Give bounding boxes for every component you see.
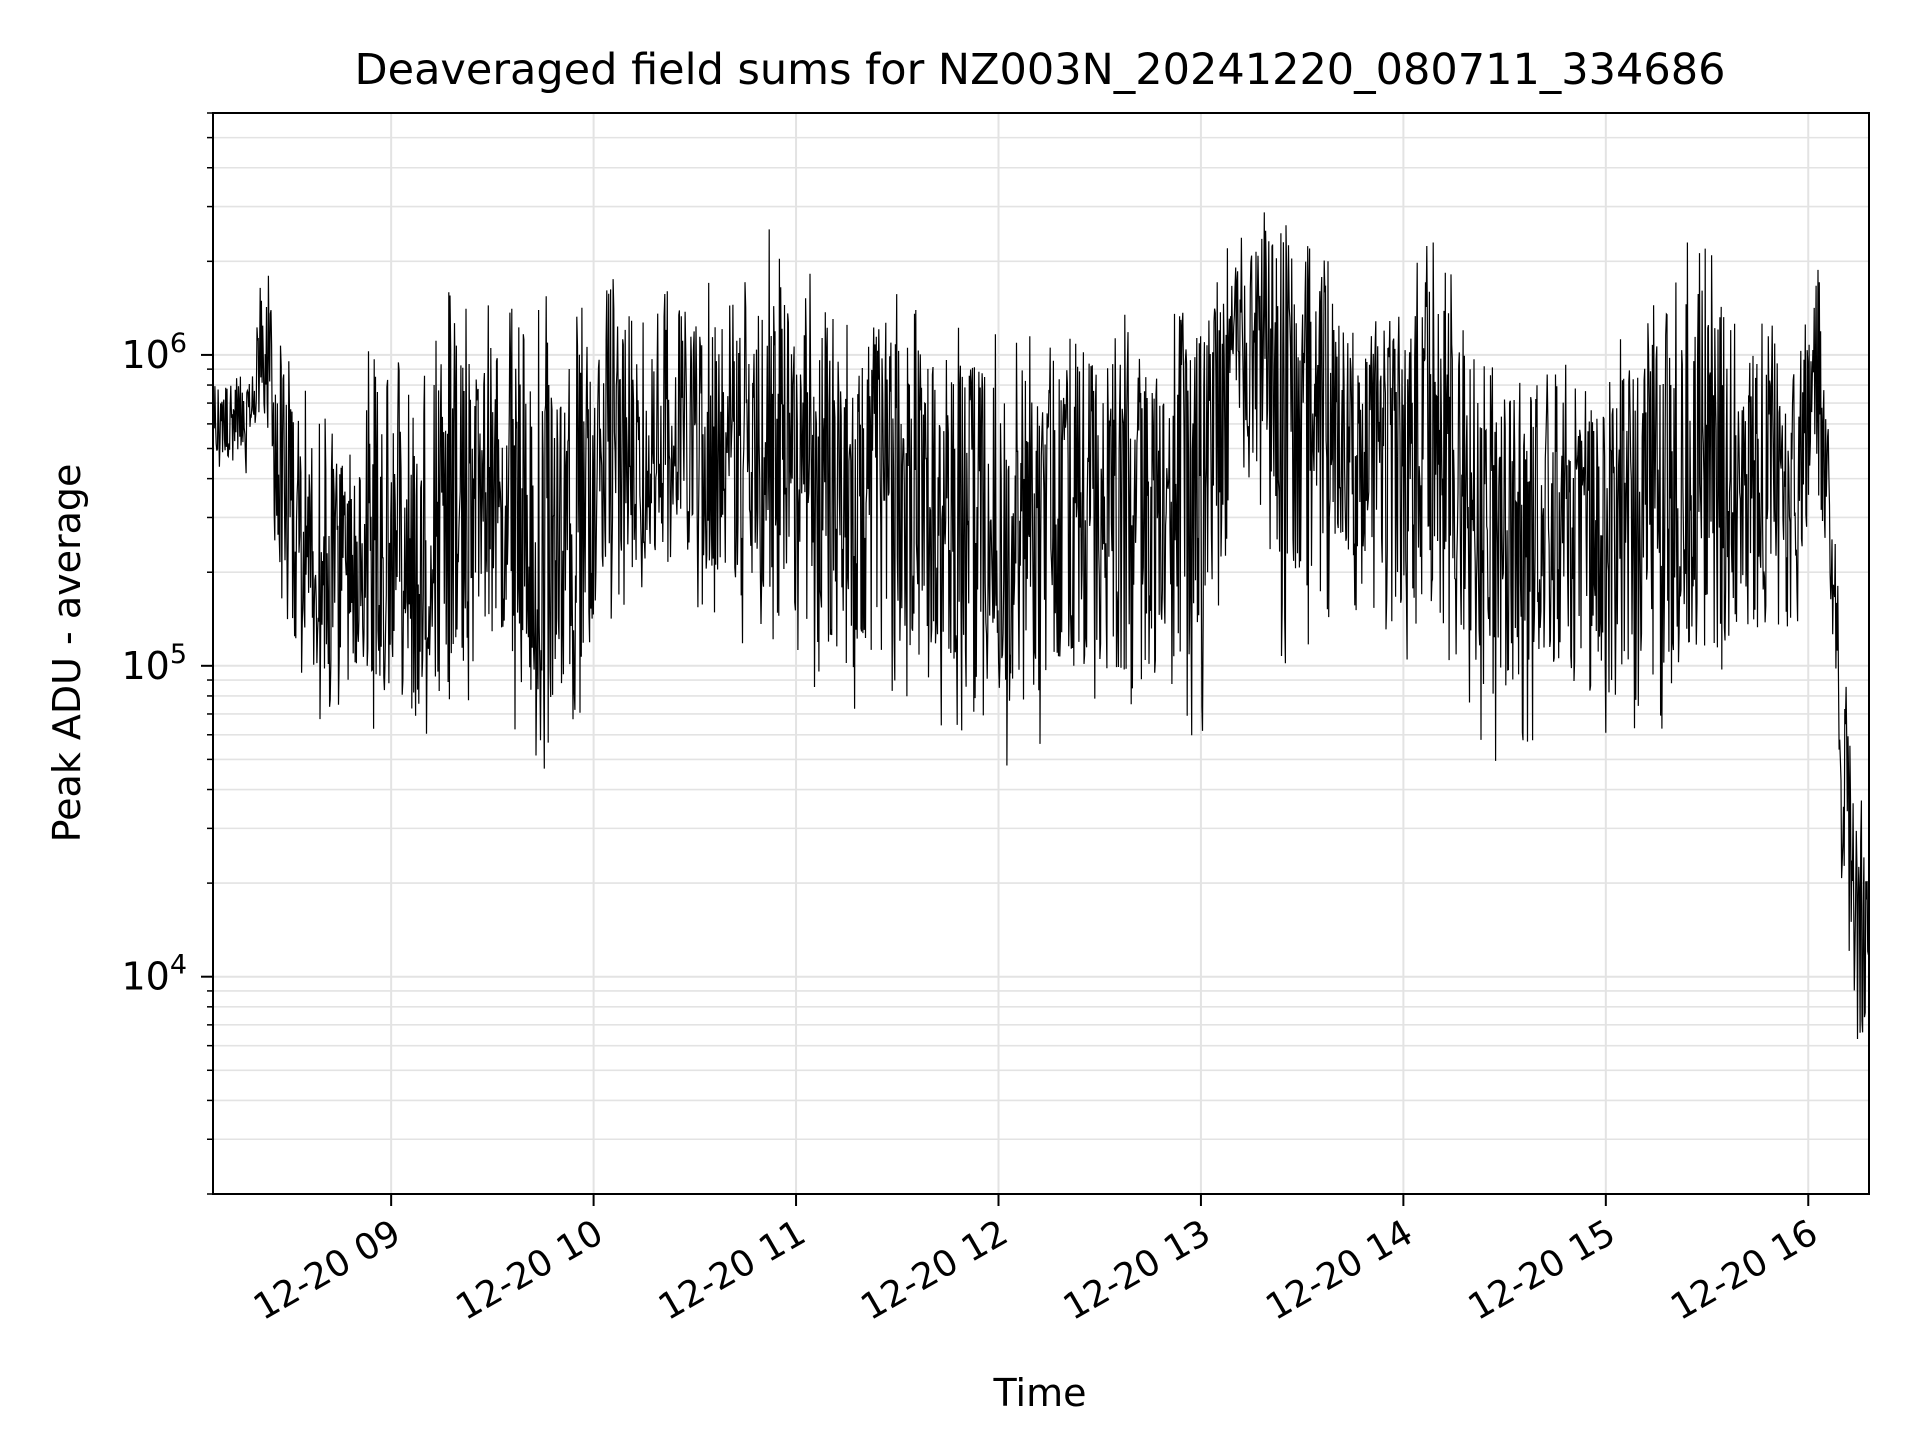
y-tick-label: 106 [121,328,187,377]
y-tick-label: 105 [121,639,187,688]
axes-frame [212,112,1870,1195]
y-axis-label: Peak ADU - average [45,464,89,843]
chart-title: Deaveraged field sums for NZ003N_2024122… [355,45,1726,95]
plot-area [212,212,1870,1040]
y-tick-label: 104 [121,950,187,999]
series-line [212,212,1870,1040]
y-axis: 104 105 106 [121,112,213,1195]
x-axis-label: Time [993,1371,1087,1415]
